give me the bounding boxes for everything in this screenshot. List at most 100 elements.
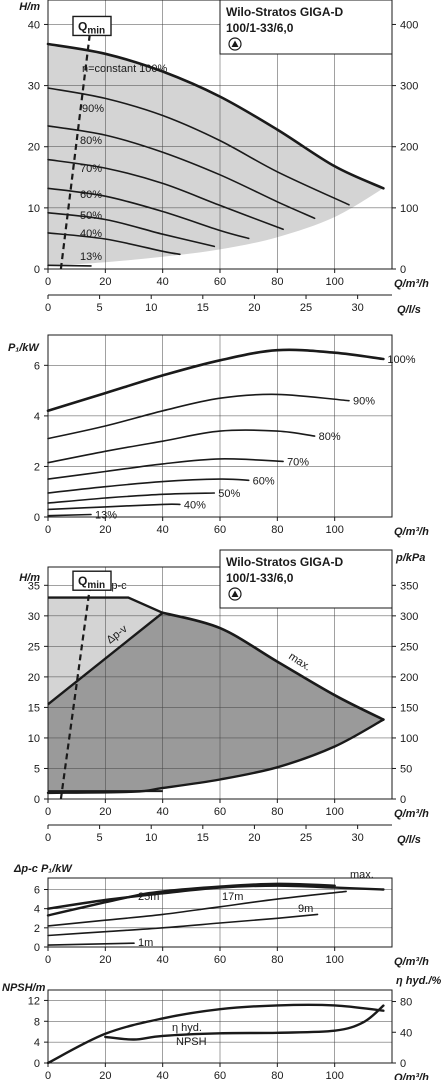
p2-xaxis-label: Q/m³/h	[394, 526, 429, 538]
p5-ytick-label: 4	[34, 1037, 40, 1049]
p1-ytick-label: 10	[28, 203, 40, 215]
p3-y2tick-label: 50	[400, 763, 412, 775]
p3-ytick-label: 15	[28, 702, 40, 714]
p3-y2tick-label: 200	[400, 672, 418, 684]
p1-title-box	[219, 0, 393, 55]
p5-xtick-label: 0	[45, 1070, 51, 1080]
p2-xtick-label: 100	[325, 524, 343, 536]
p4-ytick-label: 6	[34, 885, 40, 897]
p5-xtick-label: 40	[157, 1070, 169, 1080]
p3-ytick-label: 0	[34, 794, 40, 806]
p1-curve-label: 90%	[82, 103, 104, 115]
p2-curve-label: 40%	[184, 499, 206, 511]
p4-dp-c-curve	[47, 942, 135, 946]
p1-pump-triangle	[231, 40, 239, 47]
p3-ytick-label: 10	[28, 733, 40, 745]
frame-layer	[44, 0, 396, 1067]
p3-yaxis-label: H/m	[19, 572, 40, 584]
p5-ytick-label: 0	[34, 1058, 40, 1070]
p4-xaxis-label: Q/m³/h	[394, 956, 429, 968]
p2-xtick-label: 40	[157, 524, 169, 536]
p3-x2tick-label: 15	[197, 832, 209, 844]
p5-xaxis-label: Q/m³/h	[394, 1072, 429, 1080]
p4-xtick-label: 0	[45, 954, 51, 966]
p2-power-curve	[47, 429, 316, 464]
p1-x2tick-label: 15	[197, 302, 209, 314]
p1-speed-curve	[47, 158, 284, 231]
p5-ytick-label: 12	[28, 995, 40, 1007]
p1-xtick-label: 20	[99, 276, 111, 288]
p1-x2tick-label: 20	[248, 302, 260, 314]
p1-curve-label: 70%	[80, 163, 102, 175]
p3-x2tick-label: 20	[248, 832, 260, 844]
p3-x2axis-label: Q/l/s	[397, 834, 421, 846]
p2-curve-label: 90%	[353, 396, 375, 408]
p5-y2axis-label: η hyd./%	[396, 975, 441, 987]
p3-ytick-label: 35	[28, 580, 40, 592]
p3-y2axis-label: p/kPa	[395, 552, 425, 564]
p3-title: Wilo-Stratos GIGA-D	[226, 555, 344, 569]
p3-x2tick-label: 30	[352, 832, 364, 844]
p1-curve-label: 80%	[80, 135, 102, 147]
p1-title: Wilo-Stratos GIGA-D	[226, 5, 344, 19]
p5-xtick-label: 60	[214, 1070, 226, 1080]
p3-xtick-label: 80	[271, 806, 283, 818]
p1-ytick-label: 20	[28, 142, 40, 154]
p1-ytick-label: 40	[28, 19, 40, 31]
p2-power-curve	[47, 478, 250, 494]
curve-layer	[46, 24, 385, 1065]
p5-npsh-label: NPSH	[176, 1036, 207, 1048]
p3-xtick-label: 0	[45, 806, 51, 818]
p3-y2tick-label: 300	[400, 611, 418, 623]
p2-curve-label: 70%	[287, 456, 309, 468]
p3-pump-triangle	[231, 590, 239, 597]
p1-curve-label: n=constant 100%	[82, 63, 168, 75]
p2-yaxis-label: P₁/kW	[8, 342, 40, 354]
p5-y2tick-label: 40	[400, 1027, 412, 1039]
p3-y2tick-label: 350	[400, 580, 418, 592]
p2-power-curve	[47, 513, 92, 517]
p5-y2tick-label: 0	[400, 1058, 406, 1070]
p2-xtick-label: 80	[271, 524, 283, 536]
p3-qmin-line	[59, 579, 93, 800]
p4-dp-c-curve	[46, 882, 336, 917]
p4-xtick-label: 20	[99, 954, 111, 966]
p1-x2tick-label: 10	[145, 302, 157, 314]
p1-y2tick-label: 100	[400, 203, 418, 215]
p1-speed-curve	[47, 264, 92, 267]
p3-y2tick-label: 100	[400, 733, 418, 745]
p3-ytick-label: 25	[28, 641, 40, 653]
p1-xtick-label: 40	[157, 276, 169, 288]
p3-ytick-label: 30	[28, 611, 40, 623]
p2-xtick-label: 0	[45, 524, 51, 536]
p2-power-curve	[47, 492, 216, 504]
p2-power-curve	[47, 503, 181, 511]
p3-y2tick-label: 150	[400, 702, 418, 714]
p5-xtick-label: 100	[325, 1070, 343, 1080]
p3-xtick-label: 60	[214, 806, 226, 818]
p3-x2tick-label: 25	[300, 832, 312, 844]
p2-power-curve	[47, 458, 284, 480]
p1-speed-curve	[47, 125, 316, 220]
p4-ytick-label: 2	[34, 923, 40, 935]
p2-curve-label: 100%	[387, 354, 415, 366]
p1-x2tick-label: 5	[97, 302, 103, 314]
p4-dp-c-curve	[47, 890, 347, 927]
p3-dp-v-line	[47, 611, 164, 706]
p2-curve-label: 13%	[95, 509, 117, 521]
p3-xtick-label: 100	[325, 806, 343, 818]
p1-xaxis-label: Q/m³/h	[394, 278, 429, 290]
p1-x2axis-label: Q/l/s	[397, 304, 421, 316]
p1-speed-curve	[47, 212, 216, 248]
p3-xtick-label: 20	[99, 806, 111, 818]
p3-subtitle: 100/1-33/6,0	[226, 571, 294, 585]
p1-curve-label: 50%	[80, 210, 102, 222]
p2-ytick-label: 2	[34, 461, 40, 473]
p1-qmin-box	[72, 15, 112, 37]
p1-subtitle: 100/1-33/6,0	[226, 21, 294, 35]
p3-x2tick-label: 10	[145, 832, 157, 844]
p2-curve-label: 50%	[218, 488, 240, 500]
p1-speed-curve	[47, 87, 350, 206]
